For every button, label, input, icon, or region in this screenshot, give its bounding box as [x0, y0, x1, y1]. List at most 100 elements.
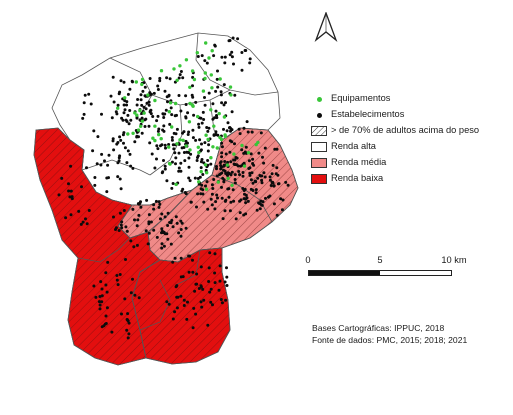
- estabelecimento-point: [220, 55, 224, 59]
- estabelecimento-point: [180, 189, 184, 193]
- estabelecimento-point: [125, 120, 129, 123]
- estabelecimento-point: [236, 37, 240, 41]
- estabelecimento-point: [200, 158, 204, 161]
- estabelecimento-point: [254, 191, 258, 195]
- equipamento-point: [211, 145, 215, 149]
- estabelecimento-point: [166, 100, 169, 104]
- estabelecimento-point: [242, 126, 246, 130]
- estabelecimento-point: [240, 148, 244, 152]
- estabelecimento-point: [230, 110, 234, 114]
- estabelecimento-point: [179, 161, 183, 165]
- estabelecimento-point: [116, 103, 120, 107]
- estabelecimento-point: [203, 141, 207, 145]
- estabelecimento-point: [193, 289, 197, 293]
- estabelecimento-point: [233, 93, 237, 97]
- estabelecimento-point: [213, 133, 217, 137]
- green-dot-icon: [316, 96, 322, 102]
- estabelecimento-point: [244, 49, 248, 52]
- equipamento-point: [153, 138, 157, 143]
- equipamento-point: [153, 124, 157, 128]
- estabelecimento-point: [268, 178, 272, 182]
- estabelecimento-point: [197, 287, 201, 290]
- estabelecimento-point: [261, 200, 265, 204]
- estabelecimento-point: [98, 295, 102, 298]
- estabelecimento-point: [131, 207, 135, 211]
- estabelecimento-point: [110, 116, 114, 120]
- renda-baixa-swatch: [311, 174, 327, 184]
- estabelecimento-point: [200, 305, 204, 309]
- estabelecimento-point: [244, 212, 248, 216]
- estabelecimento-point: [128, 109, 132, 112]
- estabelecimento-point: [251, 162, 255, 165]
- estabelecimento-point: [67, 182, 70, 186]
- estabelecimento-point: [231, 188, 235, 192]
- estabelecimento-point: [250, 130, 254, 134]
- estabelecimento-point: [123, 146, 127, 150]
- estabelecimento-point: [200, 142, 203, 146]
- equipamento-point: [168, 101, 173, 105]
- estabelecimento-point: [228, 150, 232, 154]
- estabelecimento-point: [275, 166, 279, 170]
- estabelecimento-point: [140, 131, 144, 135]
- estabelecimento-point: [214, 109, 218, 113]
- estabelecimento-point: [128, 87, 132, 91]
- estabelecimento-point: [177, 76, 181, 80]
- estabelecimento-point: [186, 300, 189, 304]
- estabelecimento-point: [139, 200, 142, 204]
- estabelecimento-point: [272, 202, 276, 206]
- estabelecimento-point: [187, 270, 191, 274]
- estabelecimento-point: [119, 138, 123, 142]
- equipamento-point: [218, 77, 222, 81]
- estabelecimento-point: [167, 143, 171, 146]
- estabelecimento-point: [123, 297, 127, 301]
- equipamento-point: [254, 142, 258, 147]
- estabelecimento-point: [191, 84, 194, 88]
- estabelecimento-point: [214, 89, 218, 93]
- estabelecimento-point: [140, 116, 144, 120]
- estabelecimento-point: [253, 179, 257, 183]
- estabelecimento-point: [85, 166, 88, 170]
- estabelecimento-point: [131, 166, 135, 170]
- estabelecimento-point: [91, 149, 95, 153]
- estabelecimento-point: [236, 164, 240, 168]
- equipamento-point: [170, 125, 174, 129]
- estabelecimento-point: [207, 91, 211, 95]
- estabelecimento-point: [199, 300, 203, 304]
- estabelecimento-point: [84, 217, 87, 221]
- estabelecimento-point: [167, 93, 171, 97]
- estabelecimento-point: [220, 101, 224, 105]
- estabelecimento-point: [146, 242, 150, 246]
- estabelecimento-point: [112, 148, 116, 152]
- estabelecimento-point: [223, 55, 227, 59]
- estabelecimento-point: [105, 306, 109, 310]
- estabelecimento-point: [216, 69, 219, 73]
- estabelecimento-point: [255, 208, 259, 212]
- estabelecimento-point: [228, 139, 232, 143]
- estabelecimento-point: [238, 173, 241, 177]
- estabelecimento-point: [174, 156, 178, 160]
- estabelecimento-point: [100, 300, 104, 304]
- estabelecimento-point: [116, 283, 120, 287]
- estabelecimento-point: [179, 169, 183, 173]
- estabelecimento-point: [191, 128, 195, 132]
- estabelecimento-point: [224, 152, 228, 156]
- estabelecimento-point: [238, 132, 242, 136]
- estabelecimento-point: [212, 54, 216, 58]
- estabelecimento-point: [205, 126, 209, 129]
- estabelecimento-point: [165, 179, 169, 183]
- estabelecimento-point: [246, 199, 250, 203]
- estabelecimento-point: [197, 122, 201, 126]
- estabelecimento-point: [107, 176, 110, 180]
- estabelecimento-point: [111, 75, 115, 79]
- estabelecimento-point: [179, 234, 183, 238]
- estabelecimento-point: [237, 127, 241, 131]
- estabelecimento-point: [179, 294, 183, 298]
- estabelecimento-point: [251, 181, 255, 185]
- estabelecimento-point: [154, 199, 158, 203]
- estabelecimento-point: [194, 100, 198, 104]
- estabelecimento-point: [162, 159, 165, 162]
- estabelecimento-point: [244, 145, 248, 149]
- equipamento-point: [203, 71, 207, 75]
- estabelecimento-point: [185, 150, 189, 154]
- estabelecimento-point: [229, 160, 233, 164]
